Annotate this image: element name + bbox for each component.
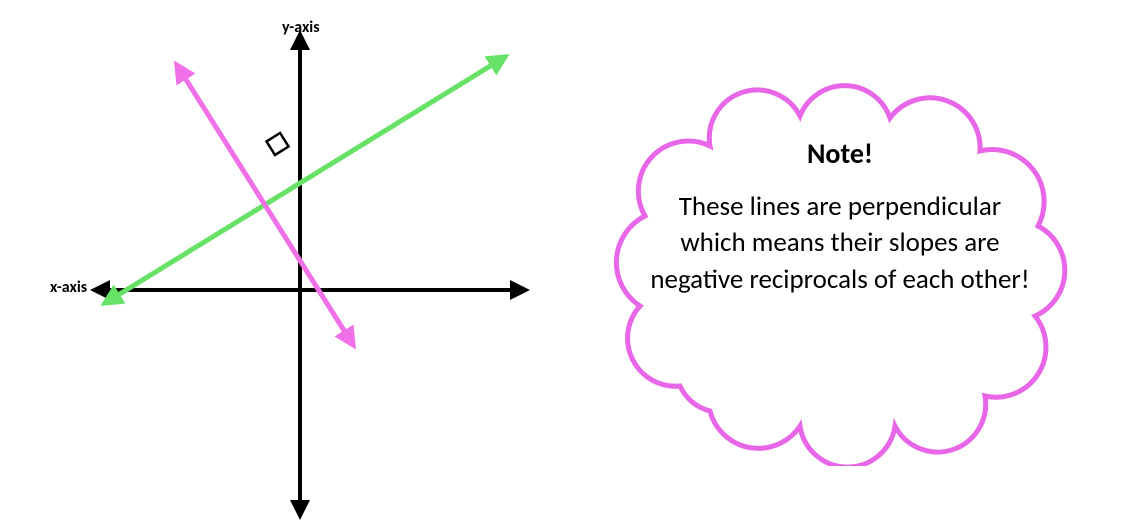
callout-text: Note! These lines are perpendicular whic… [650,136,1030,298]
note-callout: Note! These lines are perpendicular whic… [560,66,1120,466]
right-angle-marker [267,133,289,155]
graph-svg [0,0,560,532]
coordinate-graph: y-axis x-axis [0,0,560,532]
x-axis-label: x-axis [50,278,87,297]
magenta-line [180,70,350,340]
diagram-container: y-axis x-axis Note! These lines are perp… [0,0,1142,532]
callout-body: These lines are perpendicular which mean… [650,189,1030,298]
callout-title: Note! [650,136,1030,171]
y-axis-label: y-axis [282,18,320,37]
